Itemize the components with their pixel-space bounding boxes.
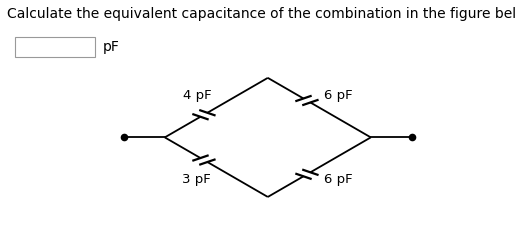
Text: 4 pF: 4 pF	[182, 89, 211, 102]
Text: 6 pF: 6 pF	[324, 173, 353, 186]
FancyBboxPatch shape	[15, 37, 95, 57]
Text: pF: pF	[103, 40, 120, 54]
Text: 3 pF: 3 pF	[182, 173, 211, 186]
Text: 6 pF: 6 pF	[324, 89, 353, 102]
Text: Calculate the equivalent capacitance of the combination in the figure below.: Calculate the equivalent capacitance of …	[7, 7, 515, 21]
